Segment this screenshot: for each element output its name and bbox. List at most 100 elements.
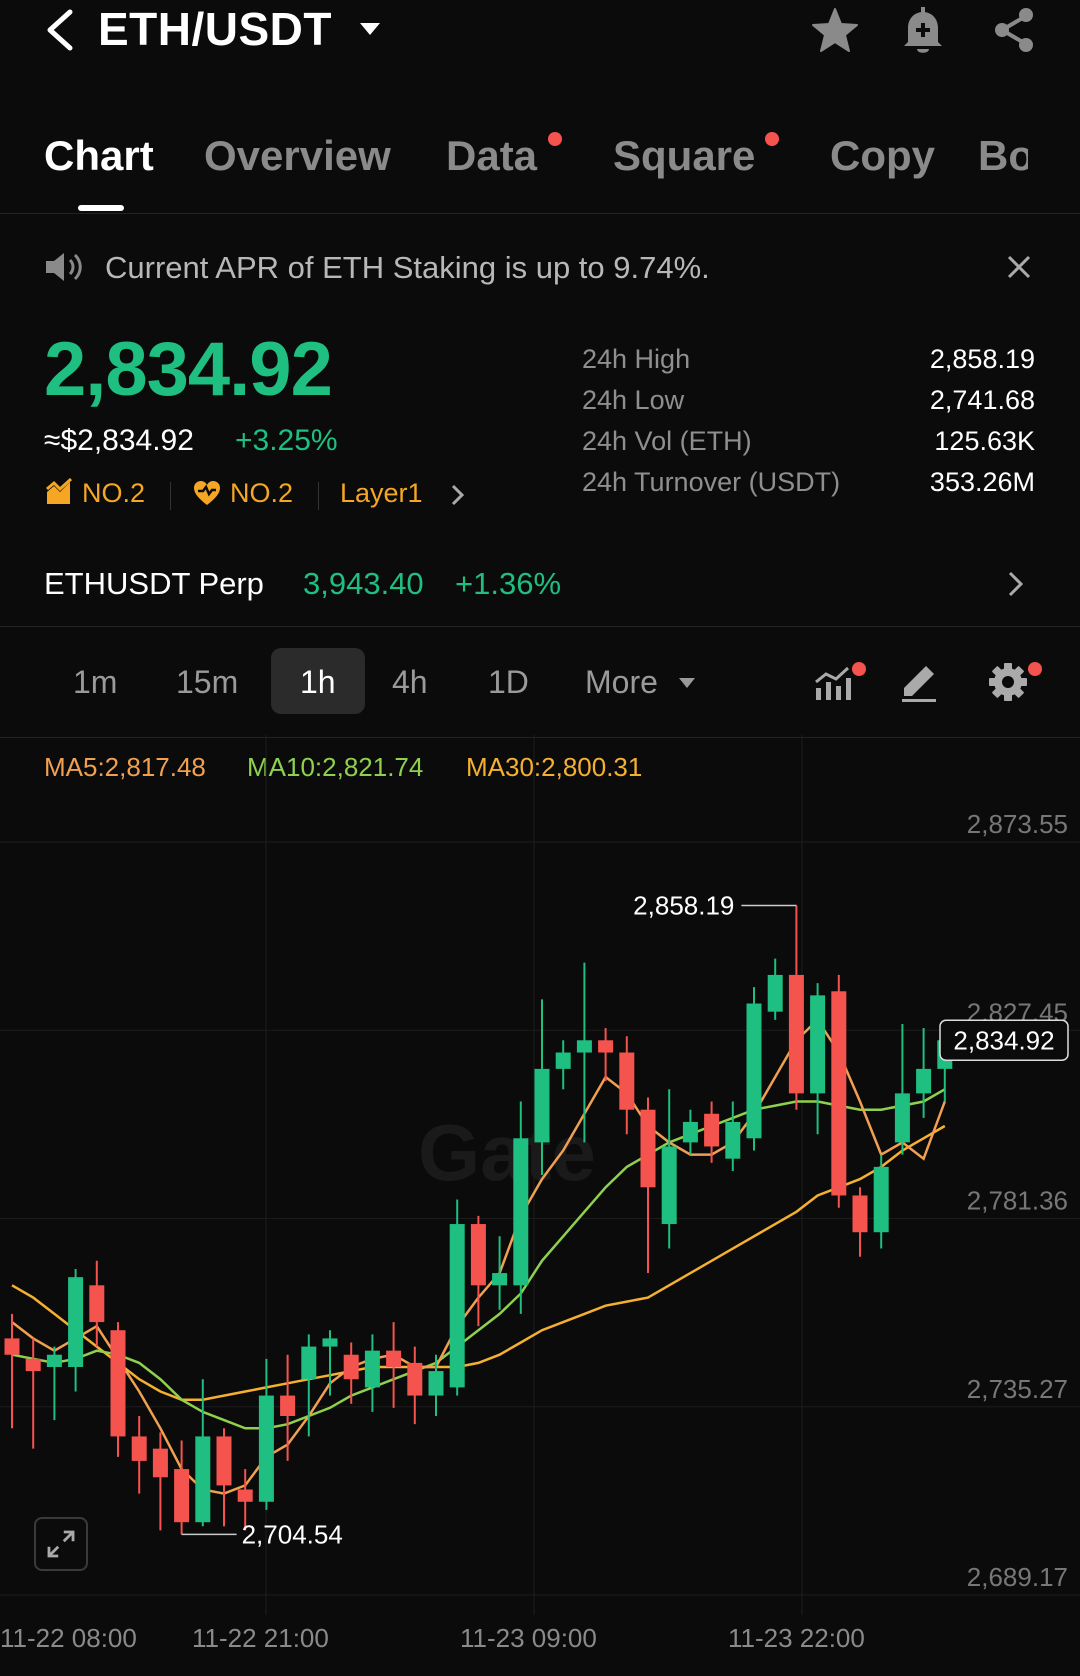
candle: [746, 987, 762, 1151]
candle-body: [576, 1040, 592, 1053]
toolbar-divider: [0, 737, 1080, 738]
candle-body: [873, 1166, 889, 1233]
close-icon[interactable]: [1004, 252, 1034, 282]
timeframe-4h[interactable]: 4h: [392, 664, 428, 700]
candle-body: [364, 1350, 380, 1388]
staking-banner-text[interactable]: Current APR of ETH Staking is up to 9.74…: [105, 250, 710, 285]
tab-copy[interactable]: Copy: [830, 132, 935, 179]
candle: [810, 983, 826, 1135]
stat-label-24h-low: 24h Low: [582, 385, 685, 415]
time-axis-label: 11-23 22:00: [728, 1623, 865, 1653]
fullscreen-expand-icon[interactable]: [34, 1517, 88, 1571]
perp-price: 3,943.40: [303, 566, 424, 601]
candle: [682, 1109, 698, 1155]
draw-pencil-icon[interactable]: [898, 660, 942, 704]
indicators-icon[interactable]: [812, 660, 856, 704]
ma30-legend: MA30:2,800.31: [466, 752, 643, 782]
last-price-tag: [939, 1019, 1069, 1062]
candle: [661, 1089, 677, 1249]
last-price-tag-label: 2,834.92: [953, 1025, 1054, 1055]
time-axis-label: 11-22 21:00: [192, 1623, 329, 1653]
candle: [343, 1342, 359, 1404]
settings-gear-icon[interactable]: [986, 660, 1030, 704]
candle: [280, 1354, 296, 1461]
candle-body: [788, 974, 804, 1094]
tab-data[interactable]: Data: [446, 132, 538, 179]
pair-title[interactable]: ETH/USDT: [98, 3, 332, 55]
candle-body: [492, 1273, 508, 1286]
candle: [407, 1346, 423, 1425]
candle: [195, 1379, 211, 1527]
candle-body: [216, 1436, 232, 1486]
ma10-legend: MA10:2,821.74: [247, 752, 424, 782]
candle: [152, 1432, 168, 1531]
heart-rank-icon: [194, 481, 220, 505]
stat-value-24h-high: 2,858.19: [929, 344, 1035, 374]
tab-overview[interactable]: Overview: [204, 132, 391, 179]
timeframe-15m[interactable]: 15m: [176, 664, 239, 700]
tab-data-notification-dot: [548, 132, 562, 146]
high-price-label: 2,858.19: [633, 891, 734, 921]
timeframe-more[interactable]: More: [585, 664, 658, 700]
candle-body: [131, 1436, 147, 1461]
candle-body: [682, 1121, 698, 1143]
candle: [46, 1346, 62, 1421]
candle-body: [68, 1277, 84, 1367]
candlestick-chart[interactable]: Gate 2,873.552,827.452,781.362,735.272,6…: [0, 735, 1080, 1615]
candle: [852, 1187, 868, 1257]
caret-down-icon[interactable]: [358, 20, 382, 38]
timeframe-1h[interactable]: 1h: [300, 664, 336, 700]
candle-body: [725, 1121, 741, 1159]
candle: [4, 1313, 20, 1429]
candle-body: [746, 1003, 762, 1139]
star-icon[interactable]: [810, 6, 860, 56]
rank-badge-trend[interactable]: NO.2: [82, 478, 146, 508]
tab-square[interactable]: Square: [613, 132, 756, 179]
stat-label-24h-turnover: 24h Turnover (USDT): [582, 467, 841, 497]
chevron-right-icon[interactable]: [450, 482, 466, 508]
back-icon[interactable]: [40, 4, 80, 56]
candle-body: [89, 1285, 105, 1323]
candle: [598, 1028, 614, 1082]
candle: [131, 1416, 147, 1494]
candle-body: [386, 1350, 402, 1367]
candle-body: [46, 1354, 62, 1367]
candle: [894, 1023, 910, 1155]
candle-body: [152, 1448, 168, 1478]
candle-body: [619, 1052, 635, 1110]
tab-bots[interactable]: Bo: [978, 132, 1028, 179]
candle-body: [449, 1224, 465, 1388]
timeframe-1m[interactable]: 1m: [73, 664, 118, 700]
indicators-notification-dot: [852, 662, 866, 676]
share-icon[interactable]: [990, 4, 1038, 56]
rank-badge-popular[interactable]: NO.2: [230, 478, 294, 508]
candle: [386, 1322, 402, 1408]
candle-body: [25, 1358, 41, 1372]
candle-body: [513, 1138, 529, 1286]
price-axis-label: 2,781.36: [967, 1186, 1068, 1216]
candle-body: [407, 1362, 423, 1396]
candle: [492, 1236, 508, 1310]
timeframe-1d[interactable]: 1D: [488, 664, 529, 700]
tab-chart[interactable]: Chart: [44, 132, 154, 179]
candle-body: [810, 995, 826, 1094]
candle-body: [916, 1068, 932, 1094]
price-axis-label: 2,873.55: [967, 809, 1068, 839]
candle: [301, 1334, 317, 1437]
time-axis-label: 11-23 09:00: [460, 1623, 597, 1653]
candle-body: [428, 1371, 444, 1396]
candle: [258, 1358, 274, 1510]
perp-chevron-right-icon[interactable]: [1006, 568, 1026, 600]
more-caret-down-icon[interactable]: [678, 676, 696, 690]
rank-separator: [170, 482, 171, 510]
tab-square-notification-dot: [765, 132, 779, 146]
sector-tag[interactable]: Layer1: [340, 478, 423, 508]
candle: [110, 1322, 126, 1457]
settings-notification-dot: [1028, 662, 1042, 676]
candle-body: [470, 1224, 486, 1286]
ma5-legend: MA5:2,817.48: [44, 752, 206, 782]
bell-icon[interactable]: [898, 4, 948, 56]
perp-name[interactable]: ETHUSDT Perp: [44, 566, 264, 601]
last-price: 2,834.92: [44, 327, 333, 412]
candle: [873, 1154, 889, 1249]
